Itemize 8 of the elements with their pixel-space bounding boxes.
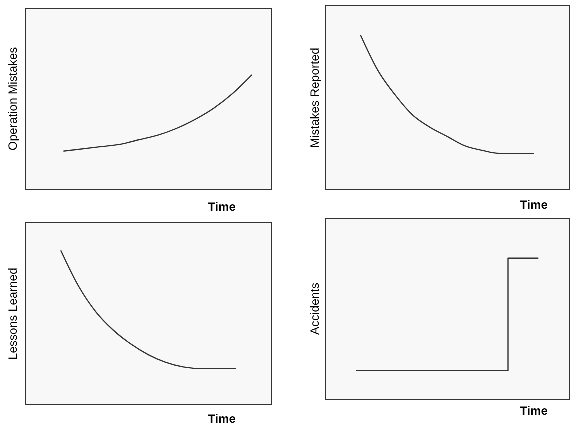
x-axis-title: Time bbox=[519, 198, 549, 212]
y-axis-title: Mistakes Reported bbox=[307, 46, 323, 150]
y-axis-title: Lessons Learned bbox=[5, 266, 21, 362]
y-axis-title: Operation Mistakes bbox=[5, 46, 21, 153]
x-axis-title: Time bbox=[519, 404, 549, 418]
x-axis-title: Time bbox=[207, 200, 237, 214]
x-axis-title: Time bbox=[207, 412, 237, 426]
y-axis-title: Accidents bbox=[307, 282, 323, 338]
